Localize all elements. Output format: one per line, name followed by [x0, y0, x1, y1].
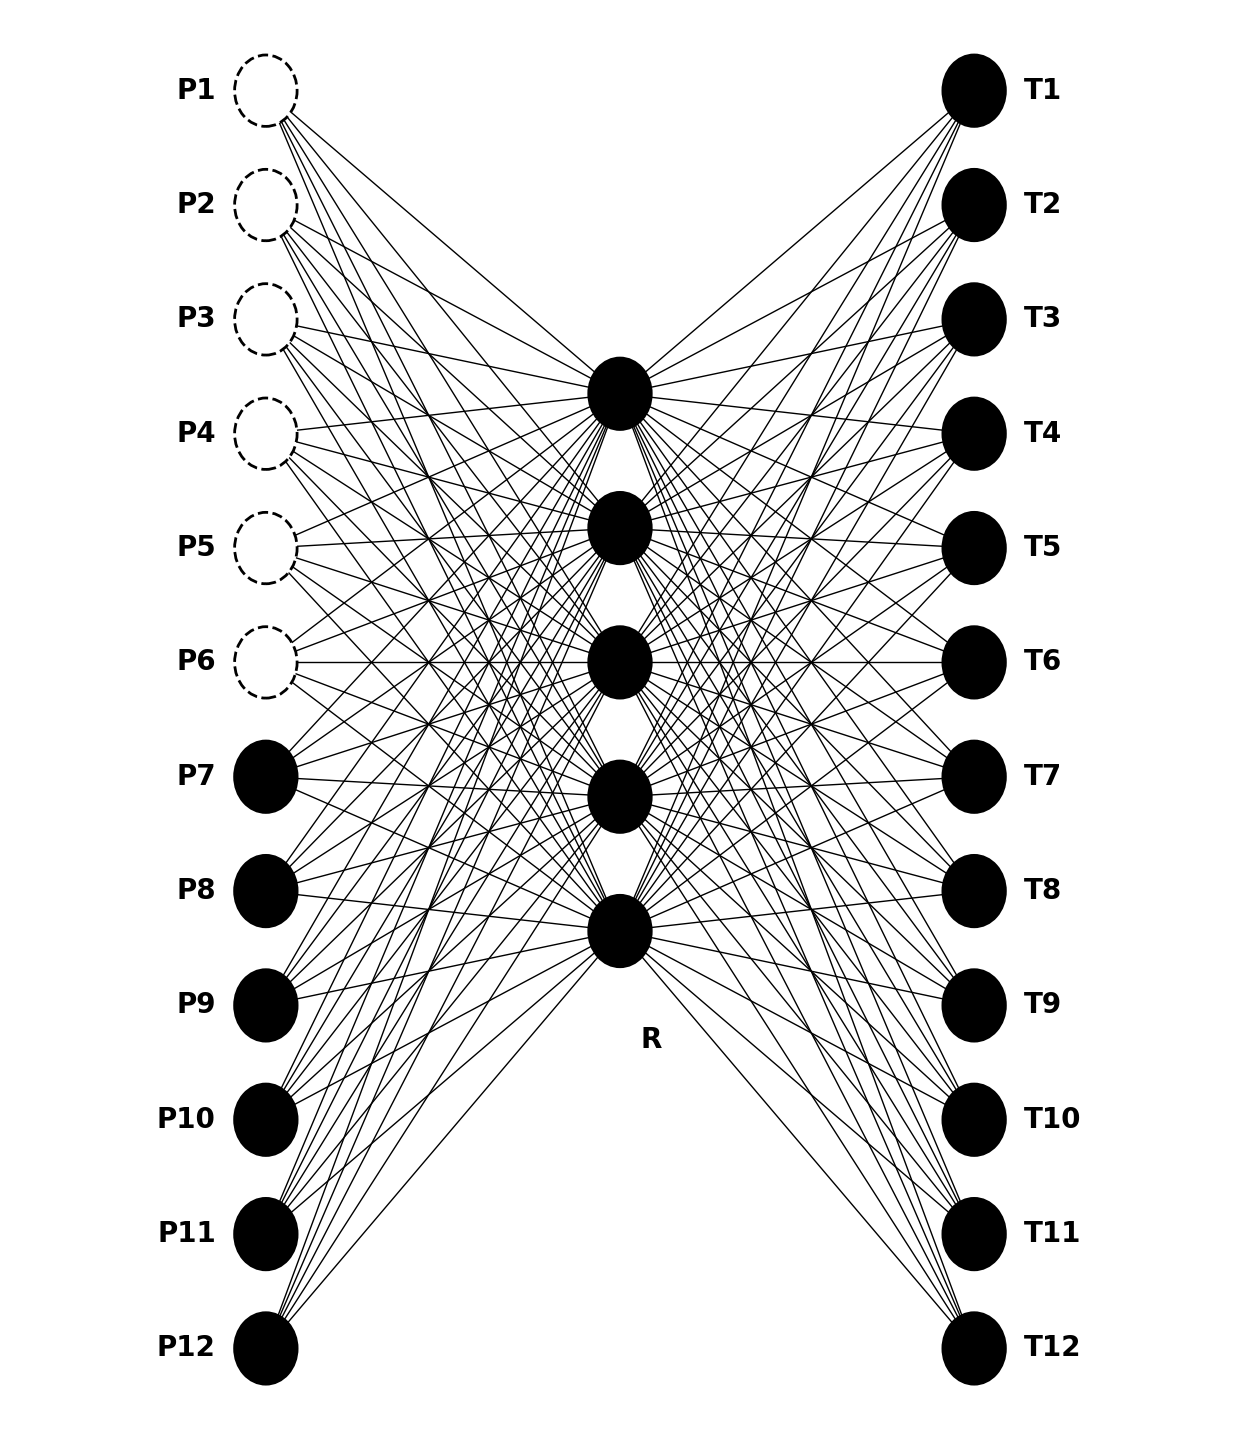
Text: P11: P11 — [157, 1220, 216, 1248]
Text: T12: T12 — [1024, 1335, 1081, 1362]
Circle shape — [234, 169, 298, 241]
Circle shape — [942, 1198, 1006, 1270]
Circle shape — [942, 55, 1006, 126]
Circle shape — [234, 740, 298, 812]
Text: T7: T7 — [1024, 763, 1063, 791]
Circle shape — [942, 397, 1006, 469]
Text: P1: P1 — [176, 76, 216, 105]
Circle shape — [942, 284, 1006, 354]
Text: P8: P8 — [176, 877, 216, 905]
Text: P10: P10 — [157, 1106, 216, 1134]
Circle shape — [942, 740, 1006, 812]
Text: T8: T8 — [1024, 877, 1063, 905]
Text: R: R — [641, 1026, 662, 1055]
Text: P7: P7 — [176, 763, 216, 791]
Text: T6: T6 — [1024, 649, 1063, 676]
Text: P2: P2 — [176, 191, 216, 220]
Circle shape — [589, 359, 651, 429]
Text: T2: T2 — [1024, 191, 1063, 220]
Circle shape — [942, 1313, 1006, 1385]
Circle shape — [589, 761, 651, 832]
Circle shape — [942, 970, 1006, 1042]
Circle shape — [234, 512, 298, 584]
Text: P3: P3 — [176, 306, 216, 333]
Circle shape — [942, 627, 1006, 697]
Circle shape — [589, 895, 651, 967]
Text: P4: P4 — [176, 419, 216, 448]
Circle shape — [942, 512, 1006, 584]
Text: T10: T10 — [1024, 1106, 1081, 1134]
Text: T5: T5 — [1024, 534, 1063, 563]
Text: T1: T1 — [1024, 76, 1063, 105]
Circle shape — [942, 1083, 1006, 1155]
Circle shape — [942, 169, 1006, 241]
Text: T11: T11 — [1024, 1220, 1081, 1248]
Text: P12: P12 — [157, 1335, 216, 1362]
Circle shape — [589, 627, 651, 697]
Circle shape — [234, 55, 298, 126]
Circle shape — [234, 970, 298, 1042]
Circle shape — [234, 284, 298, 354]
Text: T9: T9 — [1024, 992, 1063, 1019]
Circle shape — [234, 855, 298, 927]
Text: P9: P9 — [176, 992, 216, 1019]
Text: T4: T4 — [1024, 419, 1063, 448]
Circle shape — [234, 1083, 298, 1155]
Text: T3: T3 — [1024, 306, 1063, 333]
Text: P6: P6 — [176, 649, 216, 676]
Circle shape — [234, 397, 298, 469]
Text: P5: P5 — [176, 534, 216, 563]
Circle shape — [942, 855, 1006, 927]
Circle shape — [234, 1198, 298, 1270]
Circle shape — [234, 1313, 298, 1385]
Circle shape — [234, 627, 298, 697]
Circle shape — [589, 492, 651, 564]
